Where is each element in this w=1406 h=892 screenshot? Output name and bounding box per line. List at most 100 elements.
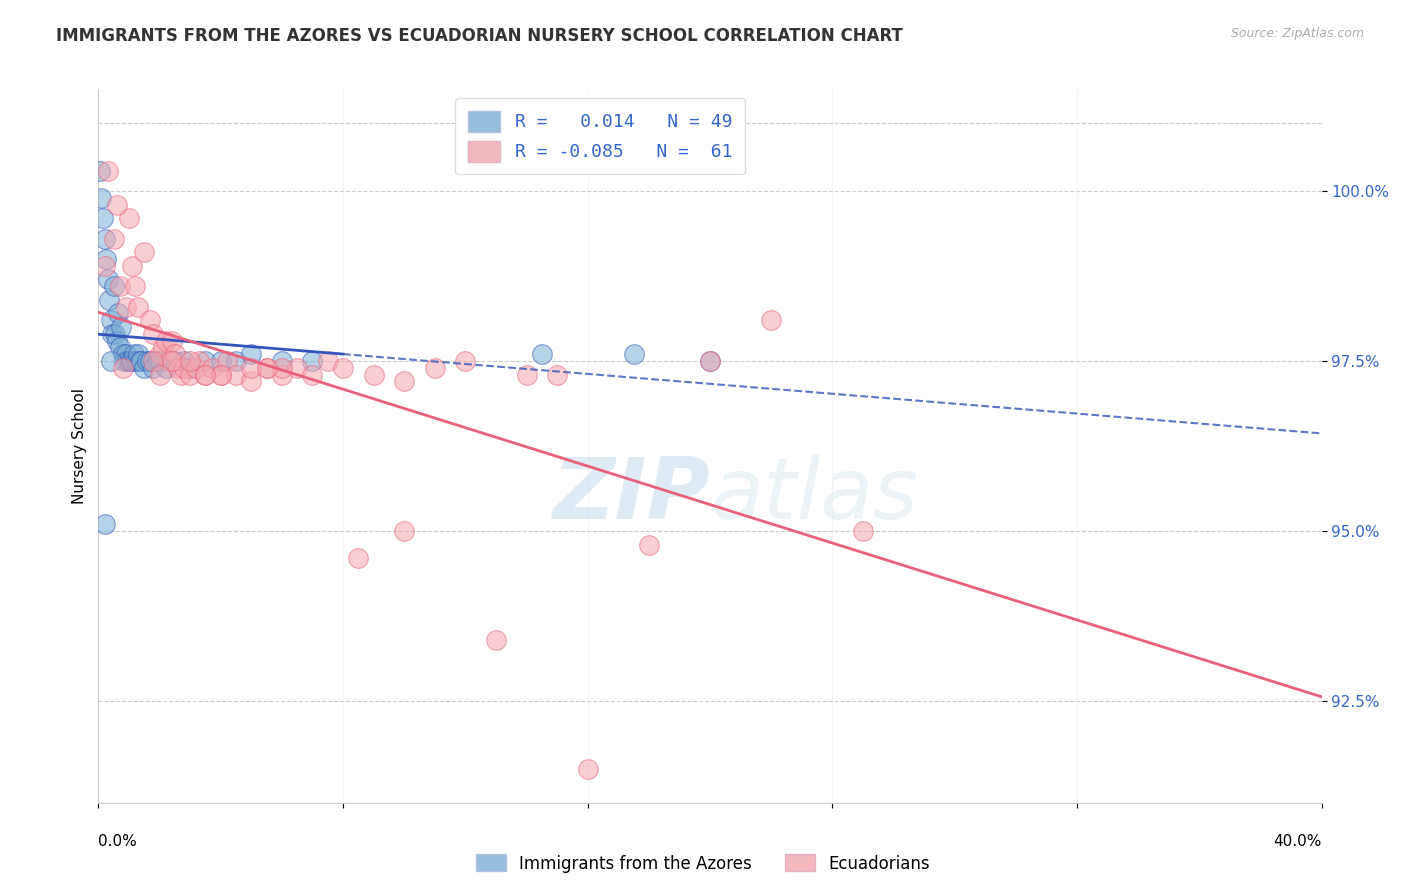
Point bbox=[152, 341, 174, 355]
Point bbox=[104, 326, 127, 341]
Point bbox=[240, 375, 263, 389]
Legend: R =   0.014   N = 49, R = -0.085   N =  61: R = 0.014 N = 49, R = -0.085 N = 61 bbox=[456, 98, 745, 174]
Point bbox=[170, 368, 193, 382]
Point bbox=[100, 313, 122, 327]
Point bbox=[163, 347, 186, 361]
Point bbox=[100, 354, 122, 368]
Point bbox=[423, 360, 446, 375]
Point bbox=[149, 368, 172, 382]
Point bbox=[454, 354, 477, 368]
Point bbox=[316, 354, 339, 368]
Point bbox=[111, 360, 134, 375]
Point bbox=[121, 354, 143, 368]
Point bbox=[256, 360, 278, 375]
Point bbox=[852, 524, 875, 538]
Point bbox=[134, 360, 156, 375]
Point bbox=[149, 347, 172, 361]
Point bbox=[103, 232, 125, 246]
Point bbox=[332, 360, 354, 375]
Point bbox=[134, 245, 156, 260]
Text: 0.0%: 0.0% bbox=[98, 834, 138, 849]
Point bbox=[142, 354, 165, 368]
Point bbox=[108, 279, 131, 293]
Point bbox=[699, 354, 721, 368]
Text: atlas: atlas bbox=[710, 454, 918, 538]
Y-axis label: Nursery School: Nursery School bbox=[72, 388, 87, 504]
Point bbox=[118, 211, 141, 226]
Point bbox=[240, 347, 263, 361]
Point bbox=[139, 354, 162, 368]
Point bbox=[145, 354, 167, 368]
Point bbox=[188, 354, 211, 368]
Point bbox=[173, 360, 195, 375]
Point bbox=[136, 354, 159, 368]
Point bbox=[530, 347, 553, 361]
Point bbox=[127, 347, 149, 361]
Point bbox=[160, 334, 183, 348]
Point bbox=[209, 354, 232, 368]
Point bbox=[120, 354, 142, 368]
Point bbox=[94, 252, 117, 266]
Point bbox=[139, 313, 162, 327]
Point bbox=[105, 334, 128, 348]
Point bbox=[200, 360, 222, 375]
Point bbox=[117, 354, 139, 368]
Point bbox=[90, 191, 112, 205]
Point bbox=[516, 368, 538, 382]
Point bbox=[128, 354, 150, 368]
Text: IMMIGRANTS FROM THE AZORES VS ECUADORIAN NURSERY SCHOOL CORRELATION CHART: IMMIGRANTS FROM THE AZORES VS ECUADORIAN… bbox=[56, 27, 903, 45]
Point bbox=[194, 354, 217, 368]
Point bbox=[125, 354, 148, 368]
Point bbox=[115, 300, 138, 314]
Point bbox=[194, 368, 217, 382]
Point bbox=[225, 354, 247, 368]
Point bbox=[98, 293, 121, 307]
Point bbox=[209, 368, 232, 382]
Point bbox=[142, 326, 165, 341]
Point bbox=[142, 360, 165, 375]
Point bbox=[623, 347, 645, 361]
Point bbox=[270, 368, 294, 382]
Point bbox=[124, 279, 146, 293]
Point bbox=[173, 354, 195, 368]
Point bbox=[256, 360, 278, 375]
Point bbox=[761, 313, 783, 327]
Point bbox=[301, 368, 323, 382]
Point bbox=[93, 517, 115, 532]
Point bbox=[179, 368, 201, 382]
Point bbox=[105, 198, 128, 212]
Point bbox=[93, 232, 115, 246]
Point bbox=[157, 354, 180, 368]
Point bbox=[160, 354, 183, 368]
Point bbox=[155, 360, 177, 375]
Point bbox=[285, 360, 308, 375]
Point bbox=[167, 360, 190, 375]
Point bbox=[163, 354, 186, 368]
Point bbox=[194, 368, 217, 382]
Point bbox=[101, 326, 124, 341]
Point bbox=[392, 375, 416, 389]
Point bbox=[637, 537, 661, 551]
Point bbox=[363, 368, 385, 382]
Point bbox=[179, 354, 201, 368]
Point bbox=[209, 368, 232, 382]
Text: Source: ZipAtlas.com: Source: ZipAtlas.com bbox=[1230, 27, 1364, 40]
Point bbox=[93, 259, 115, 273]
Point bbox=[97, 272, 120, 286]
Point bbox=[89, 163, 111, 178]
Point bbox=[121, 259, 143, 273]
Point bbox=[149, 354, 172, 368]
Point bbox=[179, 360, 201, 375]
Text: 40.0%: 40.0% bbox=[1274, 834, 1322, 849]
Point bbox=[240, 360, 263, 375]
Point bbox=[129, 354, 152, 368]
Point bbox=[108, 341, 131, 355]
Point bbox=[103, 279, 125, 293]
Point bbox=[110, 320, 132, 334]
Point bbox=[270, 354, 294, 368]
Point bbox=[124, 354, 146, 368]
Point bbox=[699, 354, 721, 368]
Point bbox=[107, 306, 129, 320]
Point bbox=[111, 347, 134, 361]
Legend: Immigrants from the Azores, Ecuadorians: Immigrants from the Azores, Ecuadorians bbox=[470, 847, 936, 880]
